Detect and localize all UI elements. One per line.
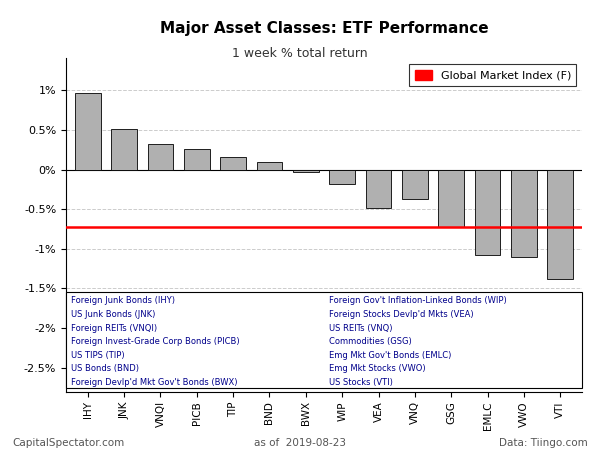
Text: Data: Tiingo.com: Data: Tiingo.com xyxy=(499,438,588,448)
Text: US REITs (VNQ): US REITs (VNQ) xyxy=(329,324,392,333)
Text: Foreign Invest-Grade Corp Bonds (PICB): Foreign Invest-Grade Corp Bonds (PICB) xyxy=(71,337,240,346)
Bar xyxy=(112,129,137,170)
Bar xyxy=(257,162,282,170)
Bar xyxy=(547,170,573,279)
Bar xyxy=(439,170,464,227)
Text: Emg Mkt Stocks (VWO): Emg Mkt Stocks (VWO) xyxy=(329,364,426,373)
Bar xyxy=(329,170,355,184)
Text: as of  2019-08-23: as of 2019-08-23 xyxy=(254,438,346,448)
Bar xyxy=(184,149,209,170)
Bar xyxy=(475,170,500,255)
Text: Commodities (GSG): Commodities (GSG) xyxy=(329,337,412,346)
Bar xyxy=(402,170,428,199)
Text: Foreign Stocks Devlp'd Mkts (VEA): Foreign Stocks Devlp'd Mkts (VEA) xyxy=(329,310,474,319)
Bar xyxy=(511,170,536,256)
Legend: Global Market Index (F): Global Market Index (F) xyxy=(409,64,577,86)
Text: Foreign Devlp'd Mkt Gov't Bonds (BWX): Foreign Devlp'd Mkt Gov't Bonds (BWX) xyxy=(71,378,238,387)
Text: Foreign Gov't Inflation-Linked Bonds (WIP): Foreign Gov't Inflation-Linked Bonds (WI… xyxy=(329,297,507,306)
Text: CapitalSpectator.com: CapitalSpectator.com xyxy=(12,438,124,448)
Bar xyxy=(75,93,101,170)
Title: Major Asset Classes: ETF Performance: Major Asset Classes: ETF Performance xyxy=(160,22,488,36)
Text: Emg Mkt Gov't Bonds (EMLC): Emg Mkt Gov't Bonds (EMLC) xyxy=(329,351,452,360)
Text: US TIPS (TIP): US TIPS (TIP) xyxy=(71,351,125,360)
Bar xyxy=(148,144,173,170)
Text: 1 week % total return: 1 week % total return xyxy=(232,47,368,60)
Text: US Junk Bonds (JNK): US Junk Bonds (JNK) xyxy=(71,310,155,319)
Bar xyxy=(66,292,582,387)
Bar xyxy=(293,170,319,172)
Text: Foreign REITs (VNQI): Foreign REITs (VNQI) xyxy=(71,324,157,333)
Text: US Bonds (BND): US Bonds (BND) xyxy=(71,364,139,373)
Bar xyxy=(366,170,391,208)
Text: US Stocks (VTI): US Stocks (VTI) xyxy=(329,378,393,387)
Text: Foreign Junk Bonds (IHY): Foreign Junk Bonds (IHY) xyxy=(71,297,175,306)
Bar xyxy=(220,157,246,170)
